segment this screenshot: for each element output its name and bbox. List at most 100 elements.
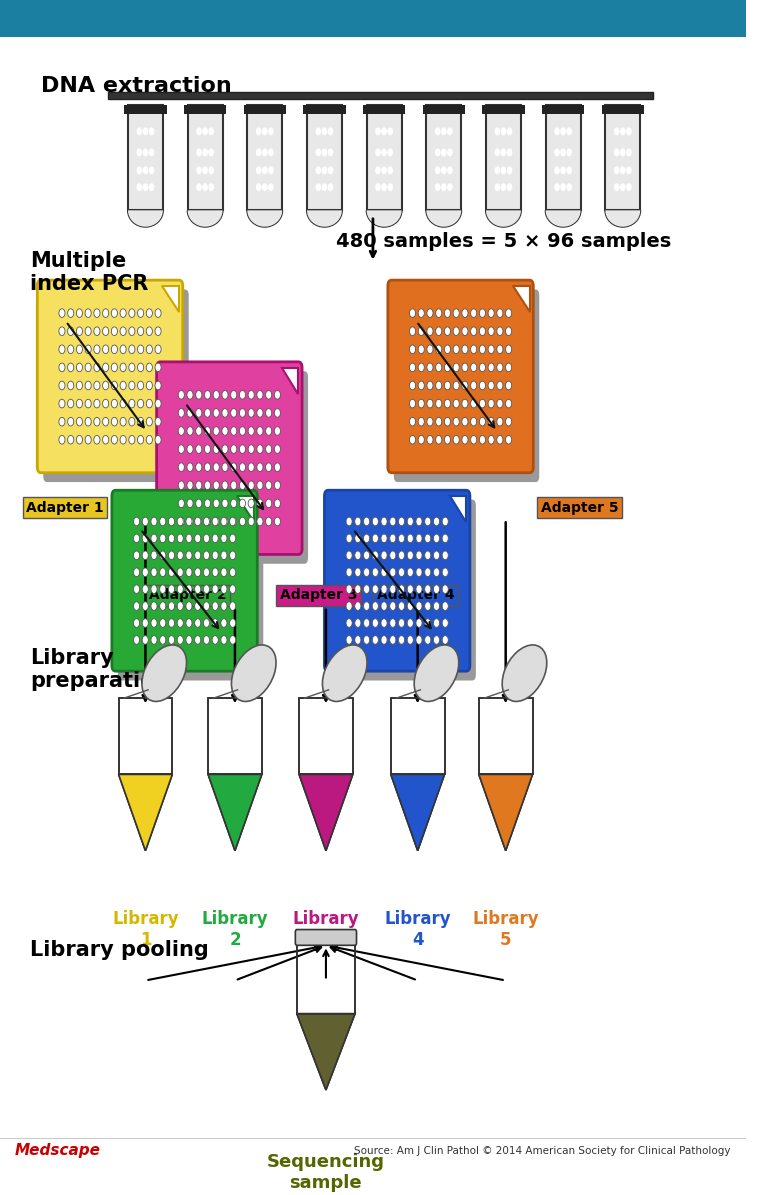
Ellipse shape [407, 517, 413, 526]
Ellipse shape [444, 327, 450, 336]
Ellipse shape [155, 308, 161, 318]
Ellipse shape [364, 636, 370, 644]
Circle shape [507, 128, 512, 135]
Ellipse shape [453, 327, 459, 336]
Ellipse shape [462, 435, 468, 445]
Circle shape [507, 167, 512, 173]
Ellipse shape [187, 391, 193, 399]
Ellipse shape [213, 500, 219, 508]
Ellipse shape [257, 500, 263, 508]
Ellipse shape [120, 308, 126, 318]
Ellipse shape [416, 568, 422, 576]
Ellipse shape [133, 568, 139, 576]
Ellipse shape [462, 345, 468, 354]
Ellipse shape [133, 584, 139, 594]
Circle shape [322, 128, 327, 135]
Ellipse shape [143, 517, 149, 526]
Circle shape [436, 167, 440, 173]
Circle shape [448, 128, 452, 135]
Ellipse shape [390, 568, 396, 576]
Circle shape [442, 167, 446, 173]
Ellipse shape [205, 427, 211, 435]
Ellipse shape [436, 327, 442, 336]
Text: Library
1: Library 1 [112, 911, 179, 949]
Circle shape [256, 184, 261, 190]
Ellipse shape [205, 500, 211, 508]
Ellipse shape [67, 308, 74, 318]
Ellipse shape [143, 568, 149, 576]
Polygon shape [188, 210, 223, 227]
Ellipse shape [346, 636, 352, 644]
Ellipse shape [111, 381, 117, 390]
Ellipse shape [195, 534, 201, 543]
Ellipse shape [240, 391, 246, 399]
Ellipse shape [471, 381, 477, 390]
Ellipse shape [424, 517, 431, 526]
Ellipse shape [381, 568, 387, 576]
Ellipse shape [120, 327, 126, 336]
Ellipse shape [418, 399, 424, 407]
Ellipse shape [230, 517, 236, 526]
Ellipse shape [146, 345, 152, 354]
Ellipse shape [399, 534, 405, 543]
Circle shape [382, 128, 387, 135]
Ellipse shape [160, 619, 166, 627]
Circle shape [495, 184, 500, 190]
Ellipse shape [155, 345, 161, 354]
Polygon shape [449, 496, 466, 522]
Circle shape [448, 149, 452, 155]
Ellipse shape [506, 363, 512, 372]
Ellipse shape [129, 435, 135, 445]
Ellipse shape [248, 517, 254, 526]
Ellipse shape [67, 399, 74, 407]
Ellipse shape [77, 399, 83, 407]
Ellipse shape [133, 517, 139, 526]
Polygon shape [307, 210, 342, 227]
Ellipse shape [506, 381, 512, 390]
Ellipse shape [137, 327, 144, 336]
Ellipse shape [146, 363, 152, 372]
Polygon shape [367, 210, 402, 227]
Ellipse shape [213, 427, 219, 435]
Ellipse shape [177, 619, 183, 627]
FancyBboxPatch shape [188, 105, 223, 210]
Ellipse shape [129, 399, 135, 407]
Circle shape [436, 128, 440, 135]
Ellipse shape [434, 619, 440, 627]
Ellipse shape [442, 584, 448, 594]
Ellipse shape [409, 363, 415, 372]
Ellipse shape [418, 417, 424, 425]
Ellipse shape [186, 584, 192, 594]
Ellipse shape [168, 602, 174, 611]
FancyBboxPatch shape [184, 105, 227, 115]
Ellipse shape [177, 602, 183, 611]
Ellipse shape [143, 534, 149, 543]
Circle shape [561, 184, 565, 190]
Ellipse shape [248, 445, 254, 453]
Ellipse shape [355, 517, 361, 526]
Ellipse shape [196, 500, 202, 508]
Ellipse shape [94, 381, 100, 390]
Circle shape [137, 184, 142, 190]
Ellipse shape [355, 568, 361, 576]
Ellipse shape [146, 435, 152, 445]
Ellipse shape [248, 391, 254, 399]
Ellipse shape [502, 645, 547, 701]
Ellipse shape [257, 445, 263, 453]
Ellipse shape [240, 427, 246, 435]
Ellipse shape [102, 399, 108, 407]
Ellipse shape [111, 308, 117, 318]
Ellipse shape [364, 517, 370, 526]
Ellipse shape [221, 517, 227, 526]
Ellipse shape [427, 327, 433, 336]
Ellipse shape [205, 391, 211, 399]
Ellipse shape [203, 534, 209, 543]
Ellipse shape [230, 602, 236, 611]
Ellipse shape [151, 551, 157, 559]
Ellipse shape [416, 619, 422, 627]
Ellipse shape [230, 517, 236, 526]
Ellipse shape [67, 345, 74, 354]
Polygon shape [299, 774, 352, 851]
Circle shape [328, 184, 333, 190]
Ellipse shape [67, 327, 74, 336]
